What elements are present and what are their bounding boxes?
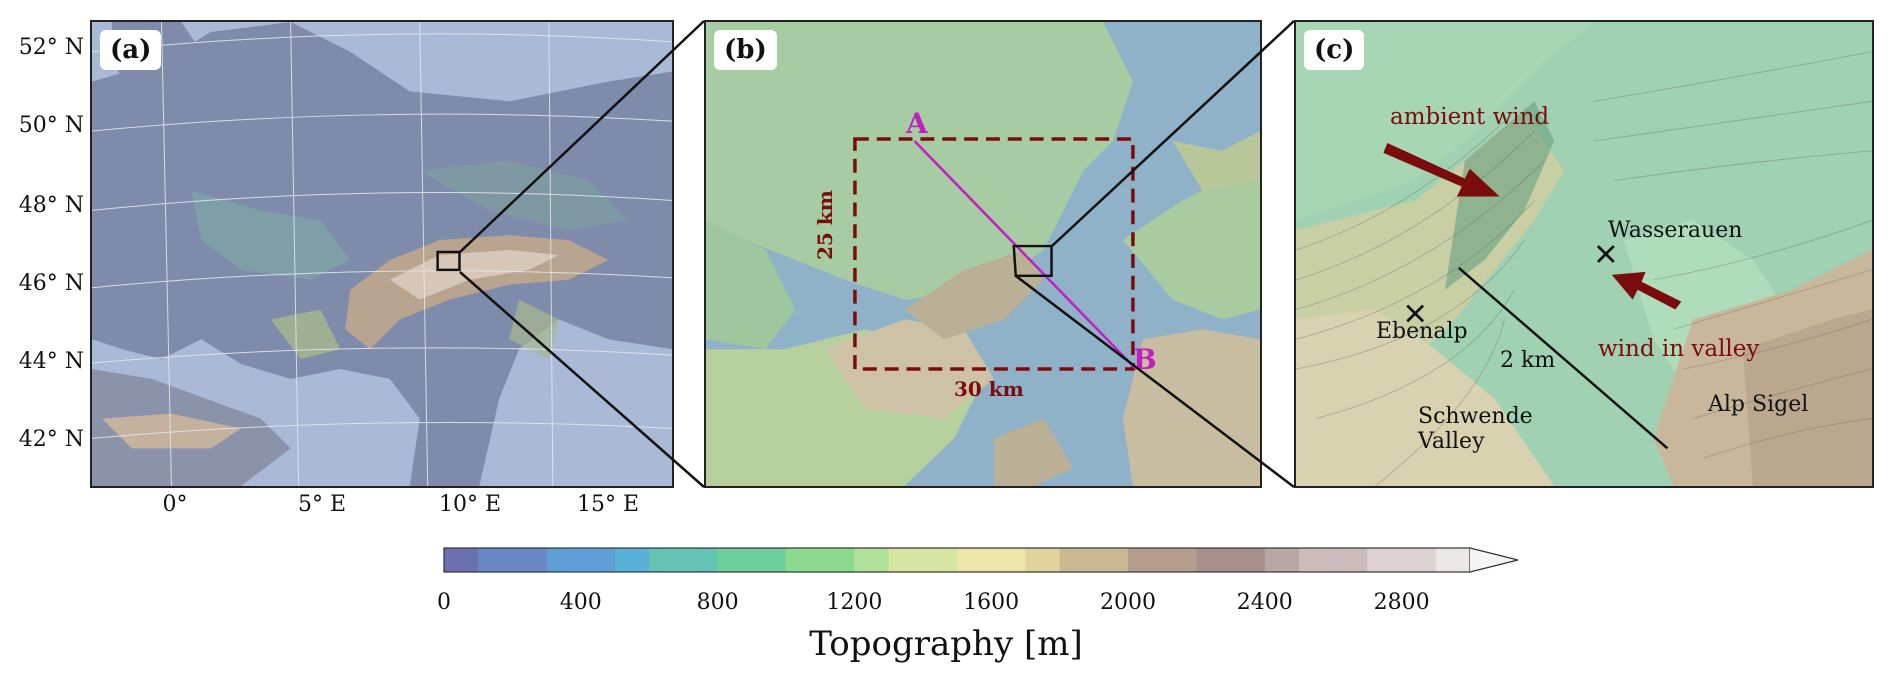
colorbar-segment [512, 548, 548, 572]
colorbar-segment [478, 548, 513, 572]
colorbar-segment [1230, 548, 1266, 572]
ebenalp-label: Ebenalp [1376, 319, 1468, 344]
lat-tick-48: 48° N [18, 193, 84, 218]
point-a-label: A [906, 107, 928, 140]
panel-b-label: (b) [714, 30, 777, 70]
colorbar-segment [580, 548, 616, 572]
colorbar-extend-arrow [1469, 547, 1519, 573]
colorbar-segment [922, 548, 958, 572]
colorbar-segment [444, 548, 479, 572]
colorbar-segment [1367, 548, 1403, 572]
panel-a-inset-box [436, 250, 461, 272]
scale-line [1458, 266, 1669, 450]
colorbar-segment [546, 548, 582, 572]
ebenalp-marker [1406, 304, 1425, 323]
wasserauen-marker [1596, 245, 1615, 263]
ambient-wind-label: ambient wind [1390, 104, 1550, 130]
colorbar-segment [1128, 548, 1163, 572]
lat-tick-42: 42° N [18, 427, 84, 452]
colorbar-segment [957, 548, 992, 572]
colorbar-tick-label: 400 [559, 590, 602, 615]
lat-tick-52: 52° N [18, 35, 84, 60]
panel-a-terrain [92, 22, 672, 486]
colorbar-segment [1196, 548, 1232, 572]
panel-b-map: (b) A B 25 km 30 km [704, 20, 1262, 488]
ambient-wind-arrow [1383, 142, 1500, 197]
panel-c-map: (c) ambient wind wind in valley Wasserau… [1294, 20, 1874, 488]
colorbar-tick-label: 2000 [1100, 590, 1156, 615]
panel-c-label: (c) [1304, 30, 1365, 70]
colorbar-segment [888, 548, 924, 572]
colorbar-segment [991, 548, 1026, 572]
alp-sigel-label: Alp Sigel [1708, 392, 1809, 417]
panel-b-terrain [706, 22, 1260, 486]
colorbar-segment [1299, 548, 1334, 572]
colorbar-tick-label: 0 [437, 590, 451, 615]
schwende-line-1: Schwende [1418, 404, 1533, 429]
wind-valley-label: wind in valley [1598, 336, 1760, 362]
colorbar-tick-label: 2800 [1373, 590, 1430, 615]
colorbar-tick-label: 1600 [963, 590, 1020, 615]
colorbar-segment [1059, 548, 1095, 572]
lon-tick-15e: 15° E [576, 492, 640, 517]
valley-wind-arrow [1611, 271, 1682, 310]
colorbar-segment [820, 548, 855, 572]
panel-b-domain-box [853, 137, 1135, 371]
box-width-label: 30 km [954, 377, 1024, 401]
point-b-label: B [1133, 343, 1157, 376]
box-height-label: 25 km [813, 190, 837, 260]
lon-tick-10e: 10° E [438, 492, 502, 517]
lon-tick-0: 0° [162, 492, 188, 517]
colorbar-segment [1401, 548, 1437, 572]
colorbar-segment [717, 548, 753, 572]
colorbar-segment [786, 548, 821, 572]
colorbar-segment [1093, 548, 1129, 572]
colorbar-tick-label: 800 [696, 590, 739, 615]
lat-tick-50: 50° N [18, 113, 84, 138]
colorbar-segment [1162, 548, 1197, 572]
colorbar-segment [615, 548, 650, 572]
colorbar-segment [1435, 548, 1471, 572]
panel-a-label: (a) [100, 30, 162, 70]
lat-tick-44: 44° N [18, 349, 84, 374]
colorbar [443, 547, 1519, 573]
lon-tick-5e: 5° E [297, 492, 347, 517]
colorbar-tick-label: 1200 [826, 590, 883, 615]
colorbar-segment [751, 548, 787, 572]
colorbar-segment [683, 548, 719, 572]
colorbar-segment [854, 548, 890, 572]
panel-a-map: (a) [90, 20, 674, 488]
colorbar-label: Topography [m] [809, 624, 1083, 664]
colorbar-tick-label: 2400 [1236, 590, 1293, 615]
lat-tick-46: 46° N [18, 271, 84, 296]
schwende-valley-label: Schwende Valley [1418, 404, 1533, 455]
colorbar-segment [1333, 548, 1368, 572]
colorbar-segment [1264, 548, 1300, 572]
scale-label: 2 km [1500, 348, 1556, 373]
panel-c-terrain [1296, 22, 1872, 486]
colorbar-segment [649, 548, 684, 572]
schwende-line-2: Valley [1418, 429, 1485, 455]
wasserauen-label: Wasserauen [1608, 218, 1743, 243]
colorbar-segment [1025, 548, 1061, 572]
